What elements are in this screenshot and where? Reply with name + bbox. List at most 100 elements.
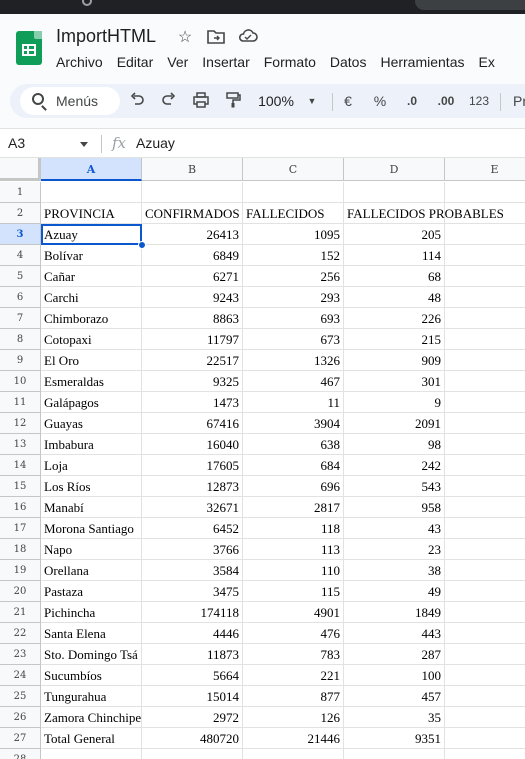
- cell-c10[interactable]: 467: [243, 371, 344, 392]
- cell-a17[interactable]: Morona Santiago: [41, 518, 142, 539]
- cell-b11[interactable]: 1473: [142, 392, 243, 413]
- cell-b1[interactable]: [142, 182, 243, 203]
- cell-d21[interactable]: 1849: [344, 602, 445, 623]
- cell-e26[interactable]: [445, 707, 525, 728]
- menu-herramientas[interactable]: Herramientas: [380, 54, 465, 70]
- cell-a15[interactable]: Los Ríos: [41, 476, 142, 497]
- cell-b21[interactable]: 174118: [142, 602, 243, 623]
- cell-a5[interactable]: Cañar: [41, 266, 142, 287]
- cell-a21[interactable]: Pichincha: [41, 602, 142, 623]
- cell-c22[interactable]: 476: [243, 623, 344, 644]
- redo-icon[interactable]: [157, 92, 181, 112]
- cell-c18[interactable]: 113: [243, 539, 344, 560]
- row-header[interactable]: 7: [0, 308, 41, 329]
- currency-format-button[interactable]: €: [344, 93, 352, 109]
- row-header[interactable]: 25: [0, 686, 41, 707]
- cell-a25[interactable]: Tungurahua: [41, 686, 142, 707]
- font-family-select[interactable]: Pr: [513, 93, 525, 109]
- cell-d22[interactable]: 443: [344, 623, 445, 644]
- row-header[interactable]: 22: [0, 623, 41, 644]
- fill-handle[interactable]: [138, 241, 146, 249]
- cell-a14[interactable]: Loja: [41, 455, 142, 476]
- cell-e24[interactable]: [445, 665, 525, 686]
- cell-c1[interactable]: [243, 182, 344, 203]
- cell-d11[interactable]: 9: [344, 392, 445, 413]
- percent-format-button[interactable]: %: [373, 93, 387, 109]
- cell-c17[interactable]: 118: [243, 518, 344, 539]
- cell-e20[interactable]: [445, 581, 525, 602]
- cell-d16[interactable]: 958: [344, 497, 445, 518]
- cell-c13[interactable]: 638: [243, 434, 344, 455]
- menu-extensiones[interactable]: Ex: [478, 54, 495, 70]
- cell-a23[interactable]: Sto. Domingo Tsá: [41, 644, 142, 665]
- cell-a26[interactable]: Zamora Chinchipe: [41, 707, 142, 728]
- cell-c9[interactable]: 1326: [243, 350, 344, 371]
- menu-formato[interactable]: Formato: [263, 54, 316, 70]
- decrease-decimal-button[interactable]: .0: [406, 94, 417, 108]
- row-header[interactable]: 14: [0, 455, 41, 476]
- cell-d28[interactable]: [344, 749, 445, 759]
- cell-d3[interactable]: 205: [344, 224, 445, 245]
- cell-d4[interactable]: 114: [344, 245, 445, 266]
- cell-d5[interactable]: 68: [344, 266, 445, 287]
- row-header[interactable]: 6: [0, 287, 41, 308]
- cell-c16[interactable]: 2817: [243, 497, 344, 518]
- cell-a1[interactable]: [41, 182, 142, 203]
- cell-e15[interactable]: [445, 476, 525, 497]
- cell-b23[interactable]: 11873: [142, 644, 243, 665]
- cell-b27[interactable]: 480720: [142, 728, 243, 749]
- cell-e13[interactable]: [445, 434, 525, 455]
- menu-search-box[interactable]: Menús: [20, 87, 120, 115]
- document-title[interactable]: ImportHTML: [56, 26, 157, 46]
- cell-b3[interactable]: 26413: [142, 224, 243, 245]
- cell-a12[interactable]: Guayas: [41, 413, 142, 434]
- cell-a3[interactable]: Azuay: [41, 224, 142, 245]
- cell-c6[interactable]: 293: [243, 287, 344, 308]
- cell-b18[interactable]: 3766: [142, 539, 243, 560]
- cell-d19[interactable]: 38: [344, 560, 445, 581]
- cell-e25[interactable]: [445, 686, 525, 707]
- column-header-b[interactable]: B: [142, 158, 243, 181]
- cell-a10[interactable]: Esmeraldas: [41, 371, 142, 392]
- cell-c21[interactable]: 4901: [243, 602, 344, 623]
- menu-insertar[interactable]: Insertar: [202, 54, 250, 70]
- move-folder-icon[interactable]: [206, 28, 226, 48]
- cell-b6[interactable]: 9243: [142, 287, 243, 308]
- cell-b20[interactable]: 3475: [142, 581, 243, 602]
- row-header[interactable]: 18: [0, 539, 41, 560]
- row-header[interactable]: 28: [0, 749, 41, 759]
- row-header[interactable]: 9: [0, 350, 41, 371]
- cell-e9[interactable]: [445, 350, 525, 371]
- cell-d2[interactable]: FALLECIDOS PROBABLES: [344, 203, 504, 224]
- row-header[interactable]: 27: [0, 728, 41, 749]
- cell-b25[interactable]: 15014: [142, 686, 243, 707]
- cell-e1[interactable]: [445, 182, 525, 203]
- star-icon[interactable]: ☆: [177, 29, 193, 46]
- formula-input[interactable]: Azuay: [136, 135, 175, 151]
- cell-b16[interactable]: 32671: [142, 497, 243, 518]
- cell-e12[interactable]: [445, 413, 525, 434]
- menu-ver[interactable]: Ver: [167, 54, 189, 70]
- cell-d8[interactable]: 215: [344, 329, 445, 350]
- row-header[interactable]: 5: [0, 266, 41, 287]
- cell-e11[interactable]: [445, 392, 525, 413]
- cell-d9[interactable]: 909: [344, 350, 445, 371]
- cell-c19[interactable]: 110: [243, 560, 344, 581]
- cell-a11[interactable]: Galápagos: [41, 392, 142, 413]
- cell-c2[interactable]: FALLECIDOS: [243, 203, 344, 224]
- row-header[interactable]: 10: [0, 371, 41, 392]
- row-header[interactable]: 20: [0, 581, 41, 602]
- cell-c3[interactable]: 1095: [243, 224, 344, 245]
- print-icon[interactable]: [189, 92, 213, 112]
- cell-c26[interactable]: 126: [243, 707, 344, 728]
- cell-c25[interactable]: 877: [243, 686, 344, 707]
- cell-a24[interactable]: Sucumbíos: [41, 665, 142, 686]
- cell-d14[interactable]: 242: [344, 455, 445, 476]
- spreadsheet-grid[interactable]: A B C D E 1 2 PROVINCIA CONFIRMADOS FALLECID…: [0, 158, 525, 759]
- cell-c12[interactable]: 3904: [243, 413, 344, 434]
- cell-b7[interactable]: 8863: [142, 308, 243, 329]
- cell-c27[interactable]: 21446: [243, 728, 344, 749]
- cloud-status-icon[interactable]: [238, 28, 258, 48]
- cell-a18[interactable]: Napo: [41, 539, 142, 560]
- name-box-dropdown-icon[interactable]: [80, 142, 88, 147]
